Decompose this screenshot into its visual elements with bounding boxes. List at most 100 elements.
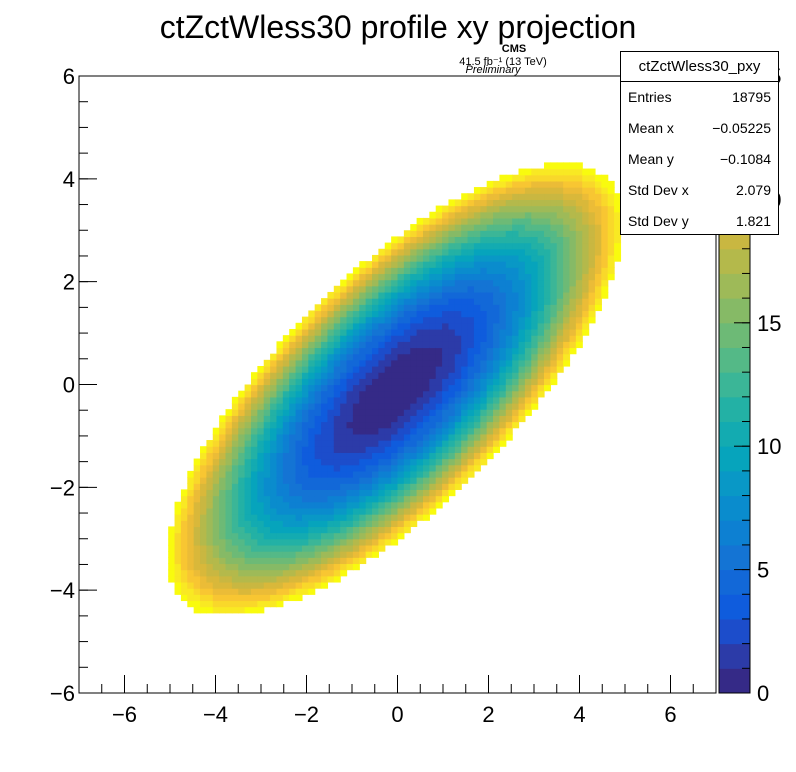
- heatmap-cell: [416, 310, 424, 318]
- heatmap-cell: [594, 174, 602, 182]
- heatmap-cell: [372, 316, 379, 324]
- heatmap-cell: [301, 575, 309, 583]
- heatmap-cell: [219, 551, 227, 558]
- heatmap-cell: [200, 588, 207, 595]
- heatmap-cell: [442, 205, 450, 213]
- heatmap-cell: [276, 483, 284, 490]
- heatmap-cell: [282, 433, 290, 441]
- heatmap-cell: [359, 470, 367, 478]
- heatmap-cell: [435, 279, 443, 287]
- heatmap-cell: [563, 242, 571, 250]
- heatmap-cell: [480, 390, 488, 398]
- heatmap-cell: [569, 187, 577, 194]
- heatmap-cell: [219, 433, 227, 441]
- heatmap-cell: [359, 341, 367, 349]
- heatmap-cell: [282, 507, 290, 515]
- heatmap-cell: [410, 433, 418, 441]
- heatmap-cell: [295, 569, 303, 577]
- heatmap-cell: [301, 409, 309, 416]
- heatmap-cell: [512, 217, 520, 225]
- heatmap-cell: [308, 551, 316, 558]
- heatmap-cell: [410, 514, 418, 521]
- heatmap-cell: [219, 477, 227, 484]
- heatmap-cell: [314, 384, 322, 392]
- heatmap-cell: [384, 310, 392, 318]
- heatmap-cell: [391, 458, 399, 466]
- heatmap-cell: [391, 477, 399, 484]
- heatmap-cell: [352, 372, 360, 379]
- heatmap-cell: [276, 495, 284, 503]
- heatmap-cell: [429, 421, 437, 429]
- heatmap-cell: [327, 458, 335, 466]
- heatmap-cell: [289, 365, 297, 373]
- heatmap-cell: [594, 187, 602, 194]
- heatmap-cell: [607, 254, 615, 262]
- heatmap-cell: [422, 396, 430, 404]
- heatmap-cell: [499, 242, 507, 250]
- heatmap-cell: [416, 372, 424, 379]
- heatmap-cell: [333, 557, 341, 565]
- heatmap-cell: [480, 341, 488, 349]
- heatmap-cell: [346, 390, 354, 398]
- heatmap-cell: [352, 384, 360, 392]
- heatmap-cell: [270, 396, 278, 404]
- heatmap-cell: [301, 477, 309, 484]
- heatmap-cell: [403, 520, 411, 528]
- heatmap-cell: [448, 409, 456, 416]
- heatmap-cell: [448, 205, 456, 213]
- heatmap-cell: [575, 254, 583, 262]
- heatmap-cell: [588, 273, 596, 281]
- heatmap-cell: [416, 396, 424, 404]
- heatmap-cell: [225, 532, 233, 540]
- heatmap-cell: [352, 365, 360, 373]
- heatmap-cell: [225, 606, 233, 614]
- heatmap-cell: [391, 353, 399, 361]
- heatmap-cell: [378, 254, 386, 262]
- heatmap-cell: [187, 489, 195, 497]
- heatmap-cell: [270, 489, 278, 497]
- heatmap-cell: [473, 433, 481, 441]
- heatmap-cell: [314, 551, 322, 558]
- heatmap-cell: [219, 489, 227, 497]
- heatmap-cell: [410, 384, 418, 392]
- heatmap-cell: [327, 507, 335, 515]
- heatmap-cell: [321, 489, 329, 497]
- heatmap-cell: [301, 489, 309, 497]
- palette-swatch: [719, 322, 750, 348]
- heatmap-cell: [493, 335, 501, 342]
- heatmap-cell: [250, 551, 258, 558]
- heatmap-cell: [352, 421, 360, 429]
- heatmap-cell: [391, 483, 399, 490]
- heatmap-cell: [193, 464, 201, 472]
- heatmap-cell: [537, 211, 545, 219]
- heatmap-cell: [359, 279, 367, 287]
- heatmap-cell: [454, 440, 462, 447]
- heatmap-cell: [295, 557, 303, 565]
- heatmap-cell: [365, 322, 373, 330]
- heatmap-cell: [187, 483, 195, 490]
- heatmap-cell: [499, 390, 507, 398]
- heatmap-cell: [257, 551, 265, 558]
- heatmap-cell: [378, 273, 386, 281]
- heatmap-cell: [467, 267, 475, 275]
- heatmap-cell: [257, 446, 265, 453]
- heatmap-cell: [480, 279, 488, 287]
- y-tick-label: −4: [50, 578, 75, 603]
- heatmap-cell: [556, 310, 564, 318]
- heatmap-cell: [276, 415, 284, 423]
- heatmap-cell: [244, 514, 252, 521]
- heatmap-cell: [321, 427, 329, 435]
- heatmap-cell: [422, 378, 430, 386]
- heatmap-cell: [257, 507, 265, 515]
- heatmap-cell: [467, 378, 475, 386]
- heatmap-cell: [518, 168, 526, 176]
- heatmap-cell: [257, 415, 265, 423]
- heatmap-cell: [467, 279, 475, 287]
- palette-swatch: [719, 446, 750, 472]
- heatmap-cell: [238, 495, 246, 503]
- heatmap-cell: [422, 365, 430, 373]
- heatmap-cell: [384, 532, 392, 540]
- heatmap-cell: [442, 409, 450, 416]
- heatmap-cell: [550, 267, 558, 275]
- heatmap-cell: [295, 446, 303, 453]
